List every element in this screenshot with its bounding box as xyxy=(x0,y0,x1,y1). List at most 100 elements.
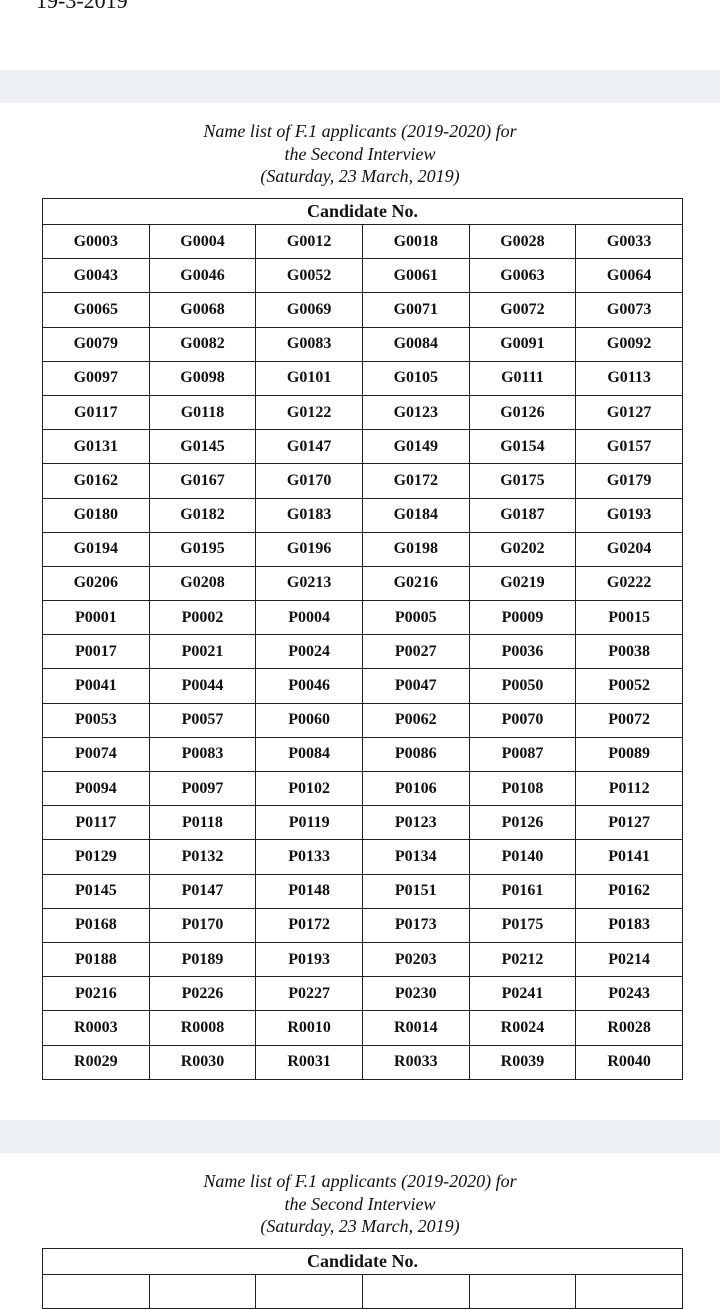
cell: G0083 xyxy=(255,326,363,362)
cell: P0044 xyxy=(148,668,257,704)
cell: G0175 xyxy=(468,463,577,499)
cell: G0068 xyxy=(148,292,257,328)
cell: G0157 xyxy=(575,429,683,465)
row: P0053 P0057 P0060 P0062 P0070 P0072 xyxy=(42,702,683,738)
cell: P0241 xyxy=(468,976,577,1012)
cell: P0112 xyxy=(575,770,683,807)
title: Name list of F.1 applicants (2019-2020) … xyxy=(0,120,720,188)
cell: G0182 xyxy=(148,497,257,533)
cell: P0072 xyxy=(575,702,683,738)
cell: P0203 xyxy=(361,941,470,978)
cell: P0057 xyxy=(148,702,257,738)
cell: G0198 xyxy=(361,531,470,567)
separator xyxy=(0,1120,720,1153)
cell: P0002 xyxy=(148,600,257,636)
row: G0194 G0195 G0196 G0198 G0202 G0204 xyxy=(42,531,683,567)
cell: G0065 xyxy=(42,292,150,328)
cell: R0029 xyxy=(42,1044,150,1080)
cell: G0118 xyxy=(148,394,257,431)
row: P0216 P0226 P0227 P0230 P0241 P0243 xyxy=(42,976,683,1012)
cell: P0097 xyxy=(148,770,257,807)
title-line: Name list of F.1 applicants (2019-2020) … xyxy=(203,1171,517,1191)
cell: P0041 xyxy=(42,668,150,704)
cell: P0170 xyxy=(148,907,257,943)
cell: P0175 xyxy=(468,907,577,943)
cell: G0219 xyxy=(468,565,577,602)
cell: P0212 xyxy=(468,941,577,978)
cell: G0172 xyxy=(361,463,470,499)
row: P0041 P0044 P0046 P0047 P0050 P0052 xyxy=(42,668,683,704)
row: R0003 R0008 R0010 R0014 R0024 R0028 xyxy=(42,1010,683,1046)
cell: R0024 xyxy=(468,1010,577,1046)
cell: G0072 xyxy=(468,292,577,328)
cell: P0243 xyxy=(575,976,683,1012)
row: P0145 P0147 P0148 P0151 P0161 P0162 xyxy=(42,873,683,909)
cell: P0062 xyxy=(361,702,470,738)
row: P0001 P0002 P0004 P0005 P0009 P0015 xyxy=(42,600,683,636)
cell: G0098 xyxy=(148,360,257,396)
cell: G0193 xyxy=(575,497,683,533)
cell: P0102 xyxy=(255,770,363,807)
candidate-table: Candidate No. G0003 G0004 G0012 G0018 G0028 G0… xyxy=(42,198,683,1080)
cell: P0106 xyxy=(361,770,470,807)
cell: G0183 xyxy=(255,497,363,533)
row: P0094 P0097 P0102 P0106 P0108 P0112 xyxy=(42,770,683,807)
row: P0129 P0132 P0133 P0134 P0140 P0141 xyxy=(42,839,683,875)
row: R0029 R0030 R0031 R0033 R0039 R0040 xyxy=(42,1044,683,1080)
cell: P0133 xyxy=(255,839,363,875)
cell: G0004 xyxy=(148,223,257,260)
cell: P0038 xyxy=(575,634,683,670)
cell: G0069 xyxy=(255,292,363,328)
title-line: (Saturday, 23 March, 2019) xyxy=(260,1216,460,1236)
cell: G0216 xyxy=(361,565,470,602)
cell: G0213 xyxy=(255,565,363,602)
cell: P0127 xyxy=(575,805,683,841)
cell: P0060 xyxy=(255,702,363,738)
cell: P0173 xyxy=(361,907,470,943)
row: P0017 P0021 P0024 P0027 P0036 P0038 xyxy=(42,634,683,670)
cell: G0206 xyxy=(42,565,150,602)
row: G0117 G0118 G0122 G0123 G0126 G0127 xyxy=(42,394,683,431)
cell: G0111 xyxy=(468,360,577,396)
cell: G0194 xyxy=(42,531,150,567)
cell: G0079 xyxy=(42,326,150,362)
cell: G0145 xyxy=(148,429,257,465)
cell: G0018 xyxy=(361,223,470,260)
row: G0043 G0046 G0052 G0061 G0063 G0064 xyxy=(42,258,683,294)
cell: P0168 xyxy=(42,907,150,943)
separator xyxy=(0,70,720,103)
cell: G0127 xyxy=(575,394,683,431)
cell: G0222 xyxy=(575,565,683,602)
cell: P0188 xyxy=(42,941,150,978)
cell: G0084 xyxy=(361,326,470,362)
cell: G0063 xyxy=(468,258,577,294)
cell: P0172 xyxy=(255,907,363,943)
cell: G0117 xyxy=(42,394,150,431)
cell: G0170 xyxy=(255,463,363,499)
cell: P0021 xyxy=(148,634,257,670)
candidate-table: Candidate No. xyxy=(42,1248,683,1309)
cell: P0005 xyxy=(361,600,470,636)
cell: P0161 xyxy=(468,873,577,909)
cell: G0061 xyxy=(361,258,470,294)
cell: P0216 xyxy=(42,976,150,1012)
cell: G0064 xyxy=(575,258,683,294)
cell: P0070 xyxy=(468,702,577,738)
header-row: Candidate No. xyxy=(42,198,683,225)
row: G0065 G0068 G0069 G0071 G0072 G0073 xyxy=(42,292,683,328)
cell: P0226 xyxy=(148,976,257,1012)
cell: P0017 xyxy=(42,634,150,670)
cell: P0230 xyxy=(361,976,470,1012)
page: Name list of F.1 applicants (2019-2020) … xyxy=(0,103,720,1120)
cell: G0091 xyxy=(468,326,577,362)
title: Name list of F.1 applicants (2019-2020) … xyxy=(0,1170,720,1238)
cell: P0087 xyxy=(468,736,577,773)
cell: P0108 xyxy=(468,770,577,807)
cell: G0028 xyxy=(468,223,577,260)
row: G0097 G0098 G0101 G0105 G0111 G0113 xyxy=(42,360,683,396)
row: G0079 G0082 G0083 G0084 G0091 G0092 xyxy=(42,326,683,362)
cell: P0189 xyxy=(148,941,257,978)
cell: G0147 xyxy=(255,429,363,465)
cell: P0074 xyxy=(42,736,150,773)
